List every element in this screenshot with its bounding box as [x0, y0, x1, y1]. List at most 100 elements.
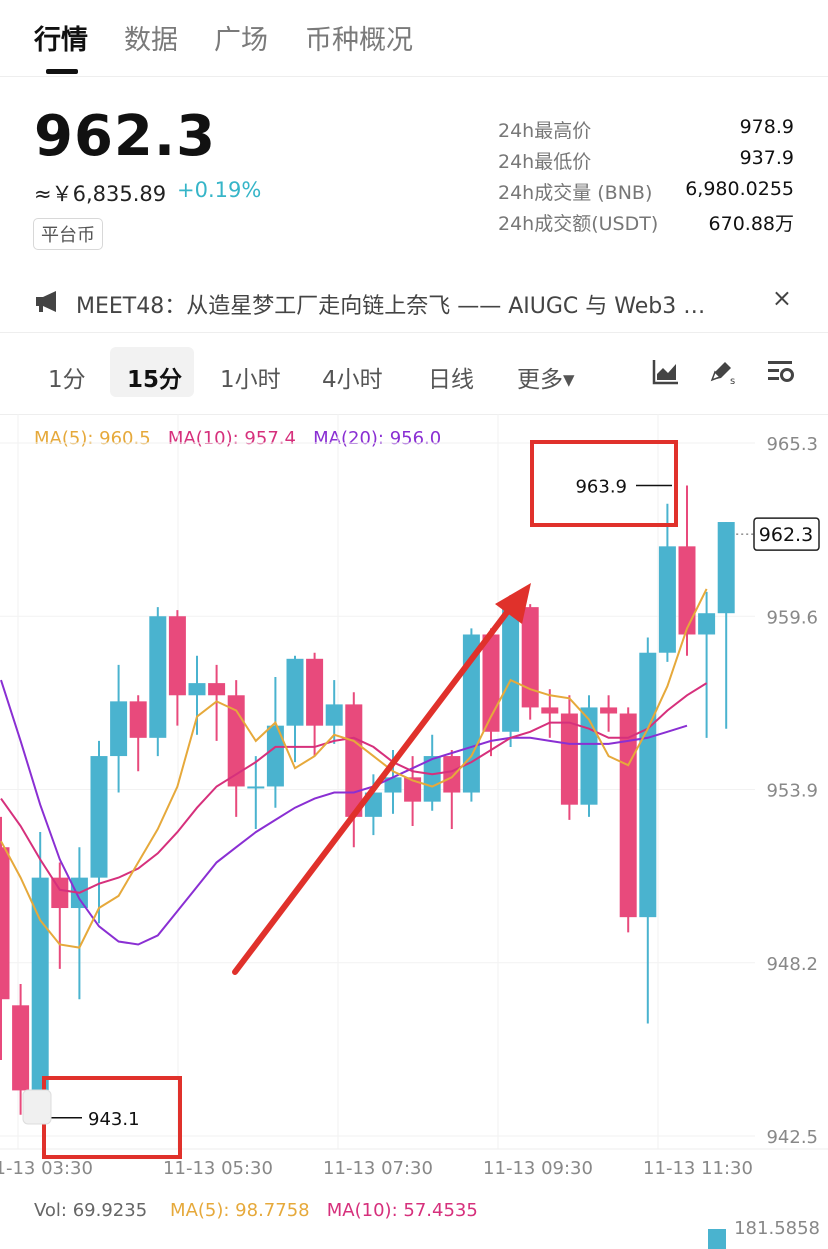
candle-up [266, 725, 284, 787]
current-price-label: 962.3 [759, 524, 813, 546]
cny-price: ≈￥6,835.89 [34, 182, 167, 206]
candle-down [443, 756, 461, 793]
active-interval-highlight [110, 347, 194, 397]
announcement-text[interactable]: MEET48：从造星梦工厂走向链上奈飞 —— AIUGC 与 Web3 的融合 [76, 294, 716, 319]
price-change: +0.19% [177, 178, 262, 202]
high-marker-label: 963.9 [575, 477, 627, 498]
megaphone-icon [36, 291, 56, 312]
candle-down [168, 616, 186, 696]
volume-legend: Vol: 69.9235 MA(5): 98.7758 MA(10): 57.4… [34, 1200, 478, 1221]
candle-up [110, 701, 128, 757]
candle-down [306, 658, 324, 726]
candle-up [286, 658, 304, 726]
settings-icon[interactable] [766, 358, 796, 386]
y-axis-tick-label: 948.2 [766, 954, 818, 975]
ma-legend: MA(5): 960.5 MA(10): 957.4 MA(20): 956.0 [34, 428, 441, 449]
candlestick-chart[interactable]: 965.3 959.6 953.9 948.2 942.5 11-13 03:30 11-1… [0, 414, 828, 1190]
draw-tool-icon[interactable]: s [708, 358, 738, 386]
candle-down [521, 607, 539, 708]
candle-up [31, 877, 49, 1091]
category-badge[interactable]: 平台币 [33, 218, 103, 250]
announcement-bar[interactable]: MEET48：从造星梦工厂走向链上奈飞 —— AIUGC 与 Web3 的融合 … [0, 266, 828, 333]
tab-data[interactable]: 数据 [124, 25, 178, 56]
trend-arrow-head [495, 583, 531, 624]
y-axis-tick-label: 953.9 [766, 781, 818, 802]
ma5-value: MA(5): 960.5 [34, 428, 151, 449]
candle-up [698, 613, 716, 635]
y-axis-tick-label: 942.5 [766, 1127, 818, 1148]
tab-market[interactable]: 行情 [34, 25, 88, 56]
chart-type-icon[interactable] [652, 358, 680, 386]
volume-bar [708, 1229, 726, 1249]
volume-axis-label: 181.5858 [734, 1218, 820, 1239]
x-axis-tick-label: 11-13 07:30 [323, 1158, 433, 1179]
interval-4h[interactable]: 4小时 [322, 367, 383, 393]
candle-down [208, 683, 226, 696]
stat-low-label: 24h最低价 [498, 151, 592, 173]
candle-down [560, 713, 578, 805]
trend-arrow-line [232, 604, 514, 975]
x-axis-tick-label: 11-13 11:30 [643, 1158, 753, 1179]
candle-down [12, 1005, 30, 1091]
stat-turnover-label: 24h成交额(USDT) [498, 213, 659, 235]
candle-up [423, 756, 441, 802]
interval-1m[interactable]: 1分 [48, 367, 86, 393]
stat-volume-label: 24h成交量 (BNB) [498, 182, 653, 204]
candle-down [404, 777, 422, 802]
low-marker-label: 943.1 [88, 1109, 140, 1130]
stat-high-label: 24h最高价 [498, 120, 592, 142]
candle-up [502, 607, 520, 732]
y-axis-tick-label: 959.6 [766, 607, 818, 628]
volume-value: Vol: 69.9235 [34, 1200, 148, 1221]
interval-more-dropdown[interactable]: 更多▾ [517, 367, 575, 393]
candle-up [639, 652, 657, 918]
candle-up [90, 756, 108, 878]
candle-up [580, 707, 598, 805]
x-axis-tick-label: 11-13 09:30 [483, 1158, 593, 1179]
candle-up [658, 546, 676, 653]
ma5-line [0, 588, 708, 949]
ma20-line [0, 679, 688, 946]
stat-high-value: 978.9 [739, 116, 794, 138]
volume-ma10-value: MA(10): 57.4535 [326, 1200, 478, 1221]
candle-down [129, 701, 147, 738]
interval-bar: 1分 15分 1小时 4小时 日线 更多▾ s [0, 334, 828, 415]
interval-daily[interactable]: 日线 [428, 367, 474, 393]
interval-15m[interactable]: 15分 [127, 367, 183, 393]
tab-square[interactable]: 广场 [214, 25, 268, 56]
candle-down [227, 695, 245, 787]
svg-text:s: s [730, 376, 735, 386]
top-tabs: 行情 数据 广场 币种概况 [0, 0, 828, 77]
candle-up [717, 522, 735, 614]
candle-down [345, 704, 363, 817]
interval-1h[interactable]: 1小时 [220, 367, 281, 393]
candle-up [247, 786, 265, 789]
candle-down [619, 713, 637, 918]
candle-down [600, 707, 618, 714]
candle-down [51, 877, 69, 909]
scroll-handle [22, 1089, 52, 1125]
ma10-value: MA(10): 957.4 [167, 428, 296, 449]
last-price: 962.3 [34, 104, 217, 169]
stat-volume-value: 6,980.0255 [685, 178, 794, 200]
active-tab-indicator [46, 69, 78, 74]
y-axis-tick-label: 965.3 [766, 434, 818, 455]
candle-up [462, 634, 480, 793]
stat-turnover-value: 670.88万 [708, 213, 794, 235]
candle-down [678, 546, 696, 635]
volume-ma5-value: MA(5): 98.7758 [170, 1200, 310, 1221]
highlight-box-high [530, 440, 678, 527]
stat-low-value: 937.9 [739, 147, 794, 169]
current-price-box [753, 517, 820, 551]
ma10-line [0, 682, 708, 894]
candle-up [149, 616, 167, 738]
candle-up [325, 704, 343, 726]
x-axis-tick-label: 11-13 05:30 [163, 1158, 273, 1179]
tab-coin-overview[interactable]: 币种概况 [305, 25, 413, 56]
candle-up [384, 777, 402, 793]
candle-down [0, 847, 10, 1000]
x-axis-tick-label: 11-13 03:30 [0, 1158, 93, 1179]
close-icon[interactable]: × [771, 284, 792, 312]
candle-down [541, 707, 559, 714]
ma20-value: MA(20): 956.0 [313, 428, 442, 449]
